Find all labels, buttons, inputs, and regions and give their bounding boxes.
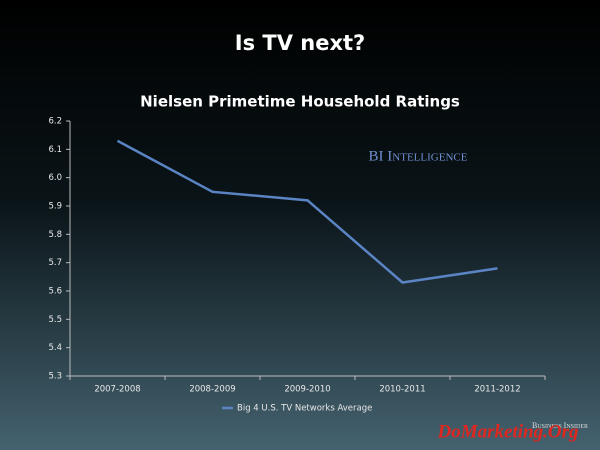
y-tick-label: 5.5 [48,315,62,325]
chart-title: Nielsen Primetime Household Ratings [140,93,460,111]
y-tick-label: 6.0 [48,173,62,183]
x-tick-label: 2010-2011 [379,385,425,395]
y-tick-label: 6.1 [48,145,62,155]
y-tick-label: 5.6 [48,287,62,297]
headline: Is TV next? [235,31,365,55]
legend-label: Big 4 U.S. TV Networks Average [237,404,372,414]
y-tick-label: 5.3 [48,372,62,382]
logo: Business Insider [532,421,588,430]
series-line [116,139,498,284]
source-watermark: DoMarketing.Org [437,421,579,442]
y-tick-label: 5.4 [48,343,62,353]
y-tick-label: 5.7 [48,258,62,268]
y-tick-label: 6.2 [48,117,62,127]
watermark: BI Intelligence [369,148,468,164]
x-tick-label: 2009-2010 [284,385,330,395]
x-tick-label: 2007-2008 [94,385,140,395]
x-tick-label: 2011-2012 [474,385,520,395]
x-tick-label: 2008-2009 [189,385,235,395]
y-tick-label: 5.9 [48,202,62,212]
y-tick-label: 5.8 [48,230,62,240]
